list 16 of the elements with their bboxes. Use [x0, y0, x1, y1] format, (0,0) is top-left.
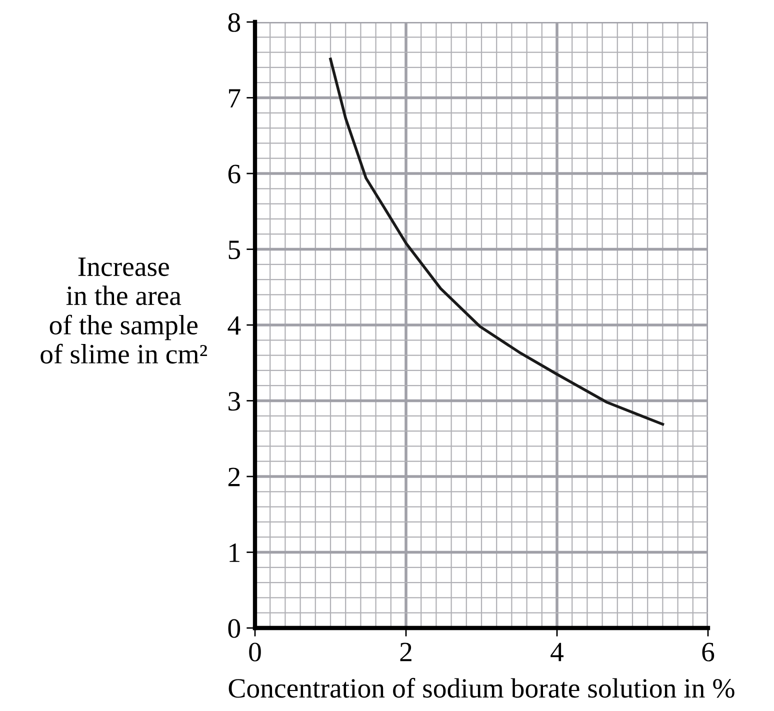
y-tick-label: 7 [229, 89, 240, 108]
y-tick-label: 5 [228, 240, 240, 260]
y-tick-label: 1 [230, 544, 240, 562]
line-series [329, 58, 664, 426]
y-tick-label: 8 [228, 13, 240, 32]
y-tick-label: 2 [228, 468, 240, 486]
y-tick-label: 4 [228, 316, 241, 335]
x-tick-label: 4 [550, 642, 564, 662]
x-tick-label: 2 [400, 642, 412, 662]
x-tick-label: 0 [249, 642, 261, 662]
y-tick-label: 6 [228, 164, 240, 184]
x-tick-label: 6 [702, 642, 714, 662]
y-tick-label: 0 [228, 619, 240, 638]
y-tick-label: 3 [228, 392, 240, 411]
x-axis-title: Concentration of sodium borate solution in % [228, 678, 734, 698]
y-axis-title: Increase in the area of the sample of slime in cm² [40, 258, 208, 364]
